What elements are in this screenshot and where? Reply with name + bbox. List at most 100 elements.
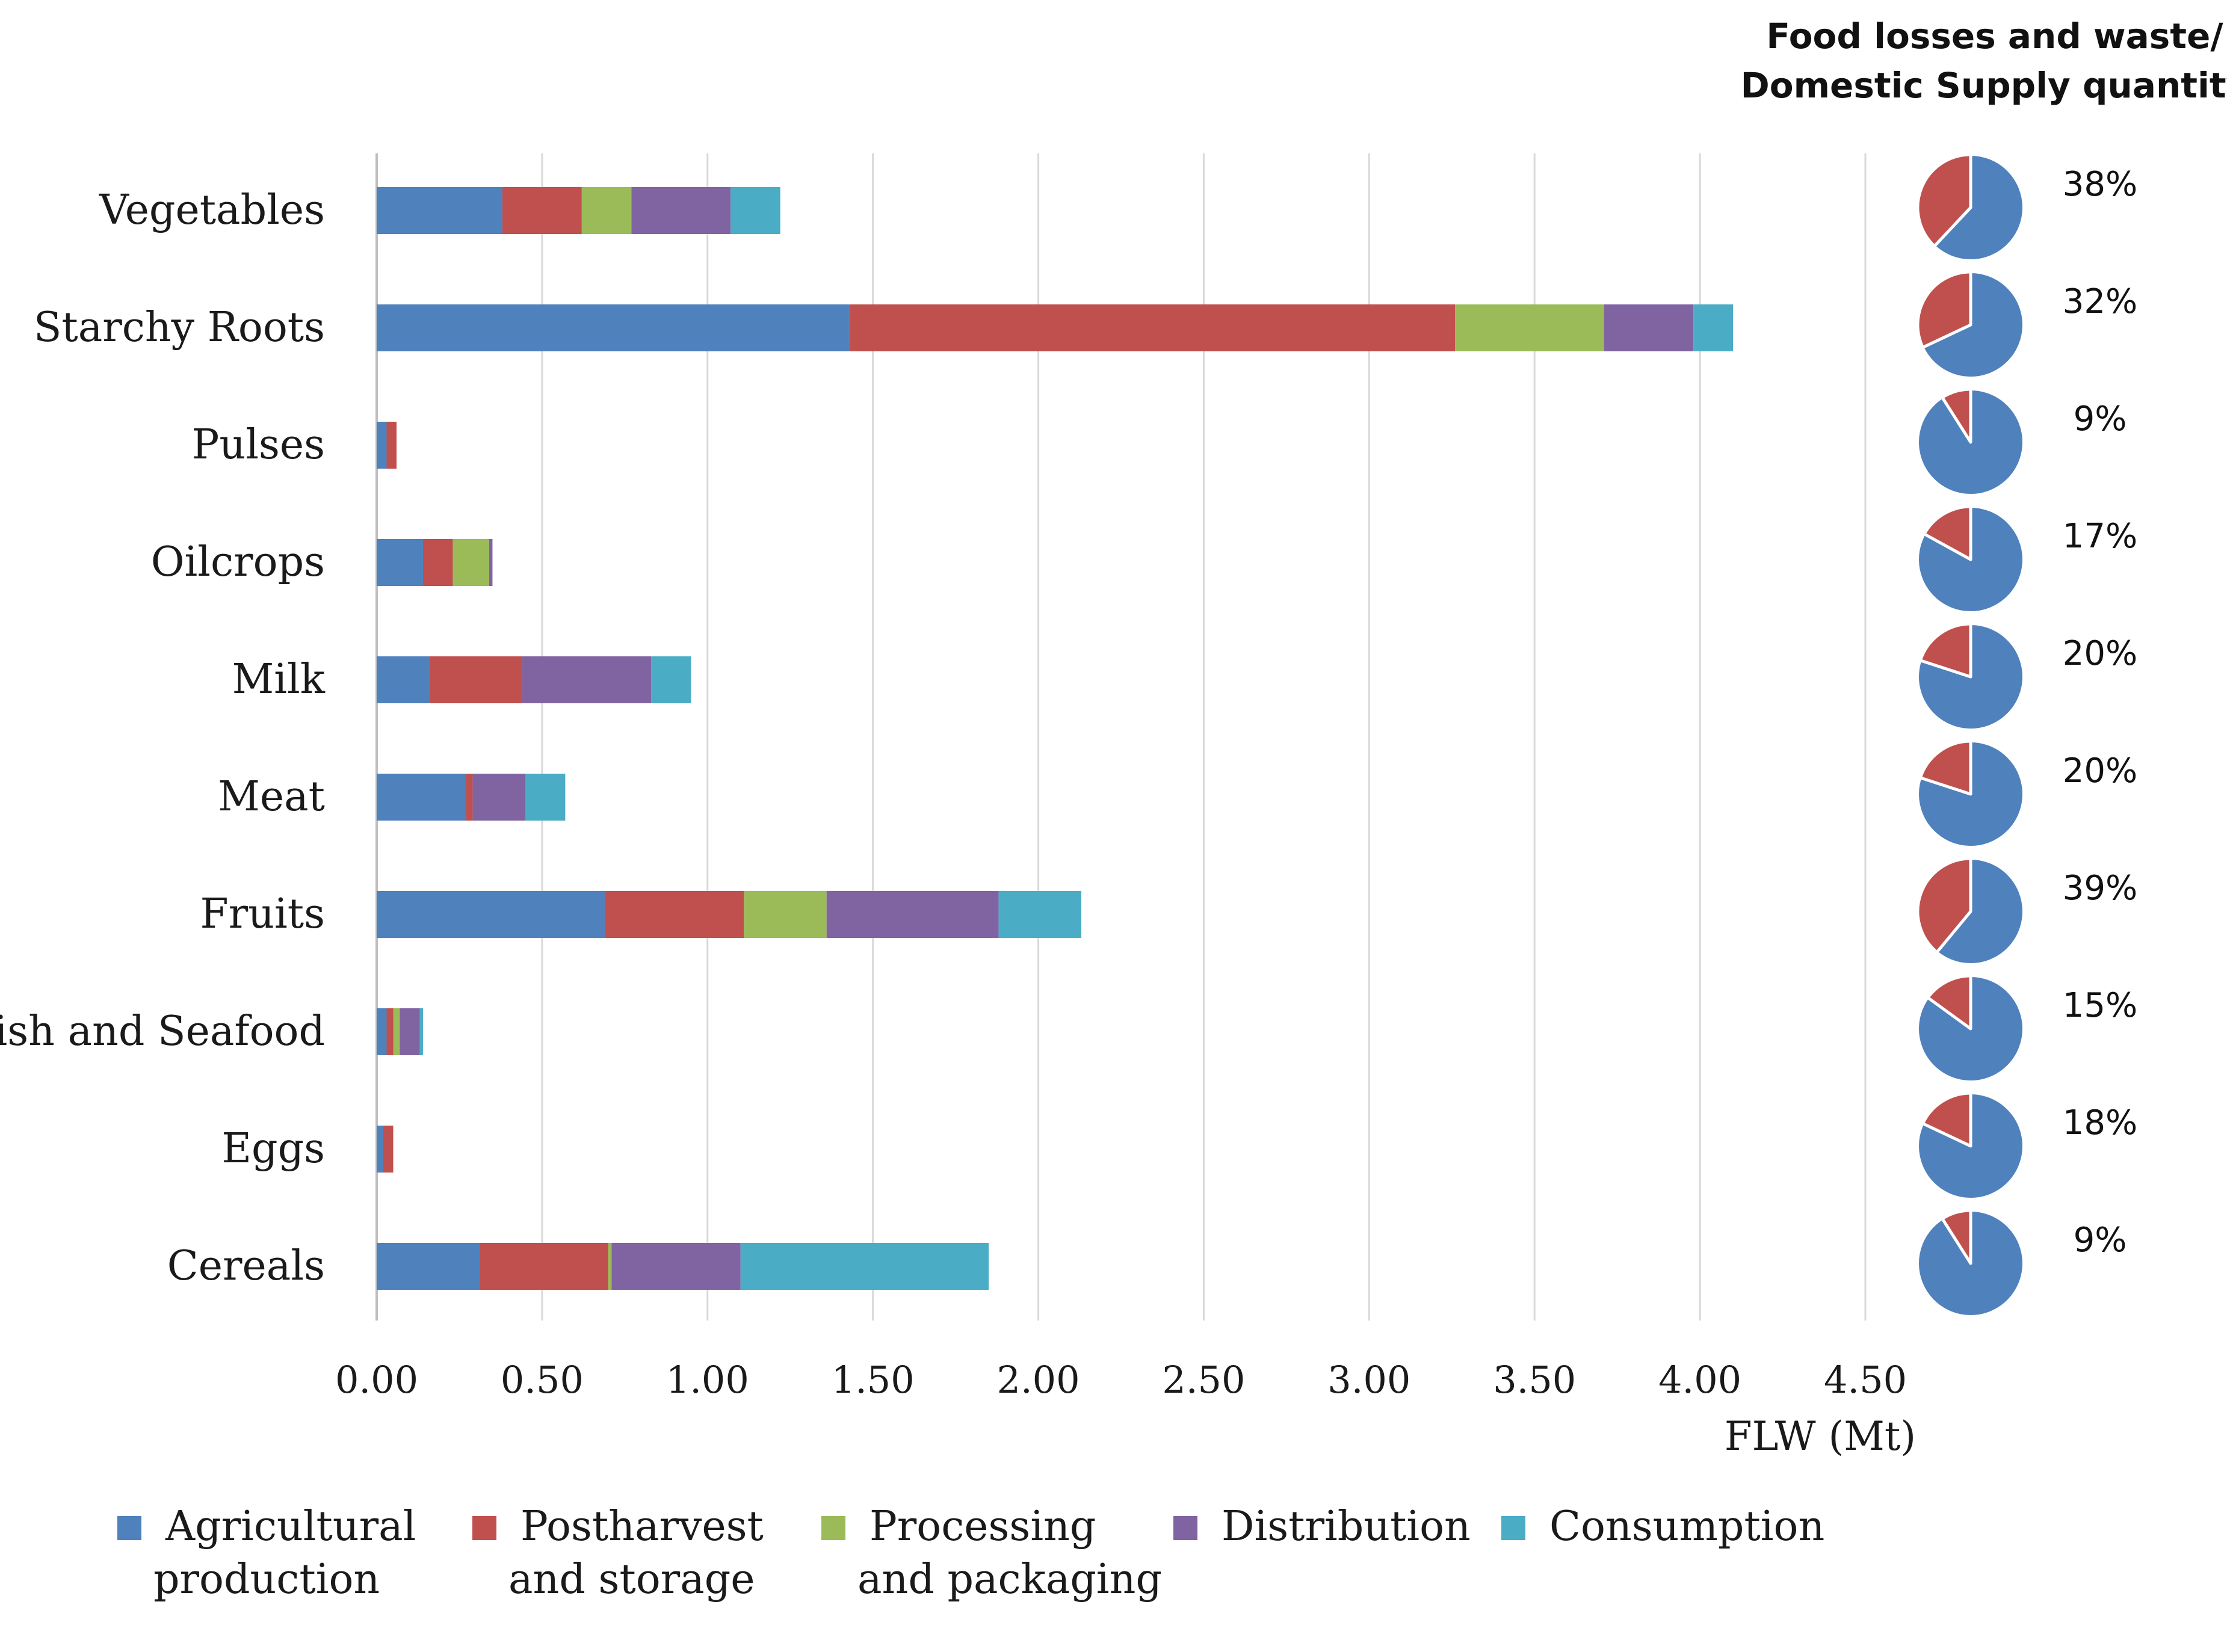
- category-label-fish-and-seafood: Fish and Seafood: [0, 1008, 325, 1055]
- ratio-percent-label: 15%: [2063, 986, 2137, 1025]
- bar-starchy-roots-agricultural: [377, 304, 850, 351]
- bar-cereals-consumption: [740, 1243, 989, 1290]
- bar-meat-distribution: [472, 774, 526, 821]
- ratio-title: Food losses and waste/ Domestic Supply q…: [1741, 16, 2227, 106]
- bar-fish-and-seafood-consumption: [419, 1008, 423, 1055]
- bar-fish-and-seafood-distribution: [400, 1008, 420, 1055]
- bar-starchy-roots-consumption: [1693, 304, 1734, 351]
- bar-fruits-distribution: [826, 891, 999, 938]
- stacked-bars: [377, 187, 1734, 1290]
- legend-swatch: [117, 1516, 141, 1540]
- x-tick-label: 0.50: [501, 1358, 584, 1402]
- legend-label: Consumption: [1549, 1503, 1824, 1550]
- bar-eggs-postharvest: [383, 1126, 394, 1173]
- ratio-percent-label: 17%: [2063, 517, 2137, 556]
- x-axis-title: FLW (Mt): [1725, 1413, 1916, 1459]
- legend-swatch: [821, 1516, 845, 1540]
- bar-vegetables-postharvest: [502, 187, 582, 234]
- bar-meat-consumption: [525, 774, 566, 821]
- legend-label: Postharvest: [520, 1503, 764, 1550]
- bar-vegetables-processing: [581, 187, 632, 234]
- bar-fish-and-seafood-agricultural: [377, 1008, 387, 1055]
- bar-cereals-distribution: [611, 1243, 741, 1290]
- pie-share: [1918, 739, 1972, 796]
- bar-eggs-agricultural: [377, 1126, 383, 1173]
- ratio-percent-label: 20%: [2063, 634, 2137, 673]
- pie-share: [1916, 857, 1972, 954]
- pie-share: [1941, 387, 1972, 444]
- category-label-milk: Milk: [232, 656, 326, 703]
- legend-label: Distribution: [1222, 1503, 1471, 1550]
- x-tick-label: 1.50: [832, 1358, 915, 1402]
- legend-label: production: [153, 1556, 380, 1603]
- category-label-starchy-roots: Starchy Roots: [34, 304, 325, 351]
- pie-share: [1918, 622, 1972, 679]
- bar-oilcrops-agricultural: [377, 539, 423, 586]
- bar-milk-consumption: [651, 656, 691, 703]
- bar-vegetables-distribution: [631, 187, 731, 234]
- bar-fish-and-seafood-processing: [393, 1008, 400, 1055]
- bar-oilcrops-processing: [453, 539, 489, 586]
- bar-oilcrops-distribution: [489, 539, 493, 586]
- bar-pulses-postharvest: [386, 422, 397, 469]
- pie-share: [1916, 153, 1972, 248]
- category-label-oilcrops: Oilcrops: [151, 538, 325, 586]
- x-tick-label: 4.50: [1824, 1358, 1907, 1402]
- ratio-title-line-2: Domestic Supply quantity: [1741, 65, 2227, 106]
- category-label-fruits: Fruits: [200, 890, 325, 938]
- bar-cereals-agricultural: [377, 1243, 480, 1290]
- category-label-vegetables: Vegetables: [99, 186, 325, 234]
- pie-share: [1941, 1209, 1972, 1265]
- bar-fruits-postharvest: [605, 891, 744, 938]
- legend-label: and storage: [508, 1556, 755, 1603]
- pie-share: [1921, 1091, 1972, 1148]
- x-axis-ticks: 0.00 0.50 1.00 1.50 2.00 2.50 3.00 3.50 4.00 4.50: [335, 1358, 1907, 1402]
- x-tick-label: 2.50: [1162, 1358, 1245, 1402]
- bar-meat-agricultural: [377, 774, 466, 821]
- ratio-percent-label: 32%: [2063, 282, 2137, 321]
- legend-label: Agricultural: [165, 1503, 416, 1550]
- bar-fruits-processing: [744, 891, 827, 938]
- x-tick-label: 3.50: [1493, 1358, 1576, 1402]
- legend-label: and packaging: [857, 1556, 1162, 1603]
- bar-vegetables-consumption: [730, 187, 780, 234]
- category-label-cereals: Cereals: [167, 1242, 325, 1290]
- x-tick-label: 1.00: [666, 1358, 749, 1402]
- ratio-percent-label: 39%: [2063, 869, 2137, 908]
- legend-swatch: [472, 1516, 496, 1540]
- ratio-percent-label: 20%: [2063, 751, 2137, 791]
- category-labels: Vegetables Starchy Roots Pulses Oilcrops Mil…: [0, 186, 326, 1290]
- bar-fruits-consumption: [998, 891, 1082, 938]
- pie-share: [1926, 974, 1972, 1031]
- ratio-percent-label: 38%: [2063, 165, 2137, 204]
- ratio-percent-label: 9%: [2074, 1221, 2127, 1260]
- bar-cereals-postharvest: [479, 1243, 608, 1290]
- ratio-pies: 38% 32% 9% 17% 20% 20% 39% 15% 18% 9%: [1916, 153, 2137, 1318]
- ratio-title-line-1: Food losses and waste/: [1766, 16, 2223, 57]
- legend-swatch: [1173, 1516, 1197, 1540]
- bar-pulses-agricultural: [377, 422, 387, 469]
- bar-starchy-roots-distribution: [1604, 304, 1694, 351]
- bar-starchy-roots-postharvest: [850, 304, 1456, 351]
- x-tick-label: 4.00: [1658, 1358, 1741, 1402]
- bar-milk-agricultural: [377, 656, 430, 703]
- category-label-meat: Meat: [218, 773, 325, 821]
- bar-starchy-roots-processing: [1455, 304, 1604, 351]
- bar-meat-postharvest: [466, 774, 473, 821]
- bar-fruits-agricultural: [377, 891, 605, 938]
- bar-vegetables-agricultural: [377, 187, 502, 234]
- legend-label: Processing: [869, 1503, 1096, 1550]
- pie-share: [1923, 505, 1972, 561]
- category-label-eggs: Eggs: [221, 1125, 325, 1173]
- ratio-percent-label: 9%: [2074, 399, 2127, 439]
- category-label-pulses: Pulses: [192, 421, 325, 469]
- ratio-percent-label: 18%: [2063, 1103, 2137, 1142]
- x-tick-label: 3.00: [1327, 1358, 1410, 1402]
- bar-fish-and-seafood-postharvest: [386, 1008, 394, 1055]
- pie-share: [1916, 270, 1972, 349]
- bar-milk-postharvest: [429, 656, 522, 703]
- bar-milk-distribution: [522, 656, 652, 703]
- x-tick-label: 0.00: [335, 1358, 418, 1402]
- x-tick-label: 2.00: [997, 1358, 1080, 1402]
